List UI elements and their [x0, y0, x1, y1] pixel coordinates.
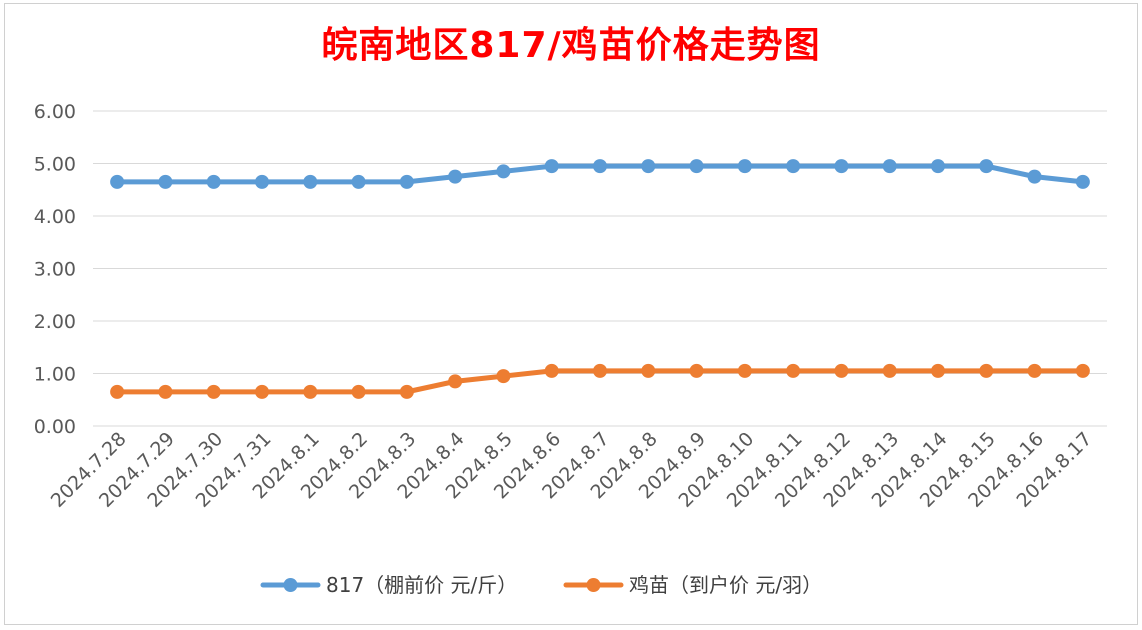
series-lines	[110, 159, 1090, 399]
data-point	[110, 384, 125, 399]
data-point	[689, 159, 704, 174]
data-point	[351, 384, 366, 399]
legend-label: 817（棚前价 元/斤）	[326, 573, 517, 597]
legend-entry-2: 鸡苗（到户价 元/羽）	[563, 573, 822, 597]
data-point	[834, 363, 849, 378]
legend-label: 鸡苗（到户价 元/羽）	[629, 573, 822, 597]
data-point	[255, 384, 269, 399]
y-tick-label: 1.00	[34, 364, 76, 386]
legend-entry-1: 817（棚前价 元/斤）	[260, 573, 517, 597]
data-point	[979, 159, 994, 174]
data-point	[834, 159, 849, 174]
y-tick-label: 4.00	[34, 206, 76, 228]
data-point	[496, 369, 511, 384]
data-point	[593, 159, 607, 174]
chart-title: 皖南地区817/鸡苗价格走势图	[321, 25, 821, 66]
data-point	[737, 159, 752, 174]
data-point	[399, 384, 414, 399]
data-point	[351, 174, 366, 189]
legend-swatch-marker	[586, 578, 601, 592]
data-point	[931, 159, 945, 174]
data-point	[158, 384, 173, 399]
data-point	[1075, 174, 1090, 189]
data-point	[1027, 363, 1042, 378]
data-point	[882, 159, 897, 174]
data-point	[206, 384, 221, 399]
data-point	[931, 363, 945, 378]
gridlines	[93, 110, 1107, 427]
data-point	[1075, 363, 1090, 378]
data-point	[786, 159, 801, 174]
data-point	[496, 164, 511, 179]
data-point	[593, 363, 607, 378]
data-point	[544, 159, 559, 174]
data-point	[448, 374, 463, 389]
data-point	[303, 384, 318, 399]
data-point	[786, 363, 801, 378]
data-point	[689, 363, 704, 378]
data-point	[303, 174, 318, 189]
y-tick-label: 6.00	[34, 101, 76, 123]
data-point	[448, 169, 463, 184]
series-2	[110, 363, 1090, 399]
data-point	[641, 159, 656, 174]
y-tick-label: 0.00	[34, 416, 76, 438]
chart-frame	[4, 3, 1138, 625]
series-1	[110, 159, 1090, 189]
legend-swatch-marker	[283, 578, 298, 592]
data-point	[206, 174, 221, 189]
x-axis-ticks: 2024.7.282024.7.292024.7.302024.7.312024…	[47, 428, 1097, 512]
data-point	[255, 174, 269, 189]
data-point	[1027, 169, 1042, 184]
data-point	[641, 363, 656, 378]
data-point	[979, 363, 994, 378]
y-tick-label: 5.00	[34, 154, 76, 176]
legend: 817（棚前价 元/斤） 鸡苗（到户价 元/羽）	[260, 573, 822, 597]
data-point	[110, 174, 125, 189]
data-point	[399, 174, 414, 189]
data-point	[158, 174, 173, 189]
y-tick-label: 3.00	[34, 259, 76, 281]
y-tick-label: 2.00	[34, 311, 76, 333]
y-axis-ticks: 0.00 1.00 2.00 3.00 4.00 5.00 6.00	[34, 101, 76, 438]
data-point	[544, 363, 559, 378]
data-point	[882, 363, 897, 378]
data-point	[737, 363, 752, 378]
